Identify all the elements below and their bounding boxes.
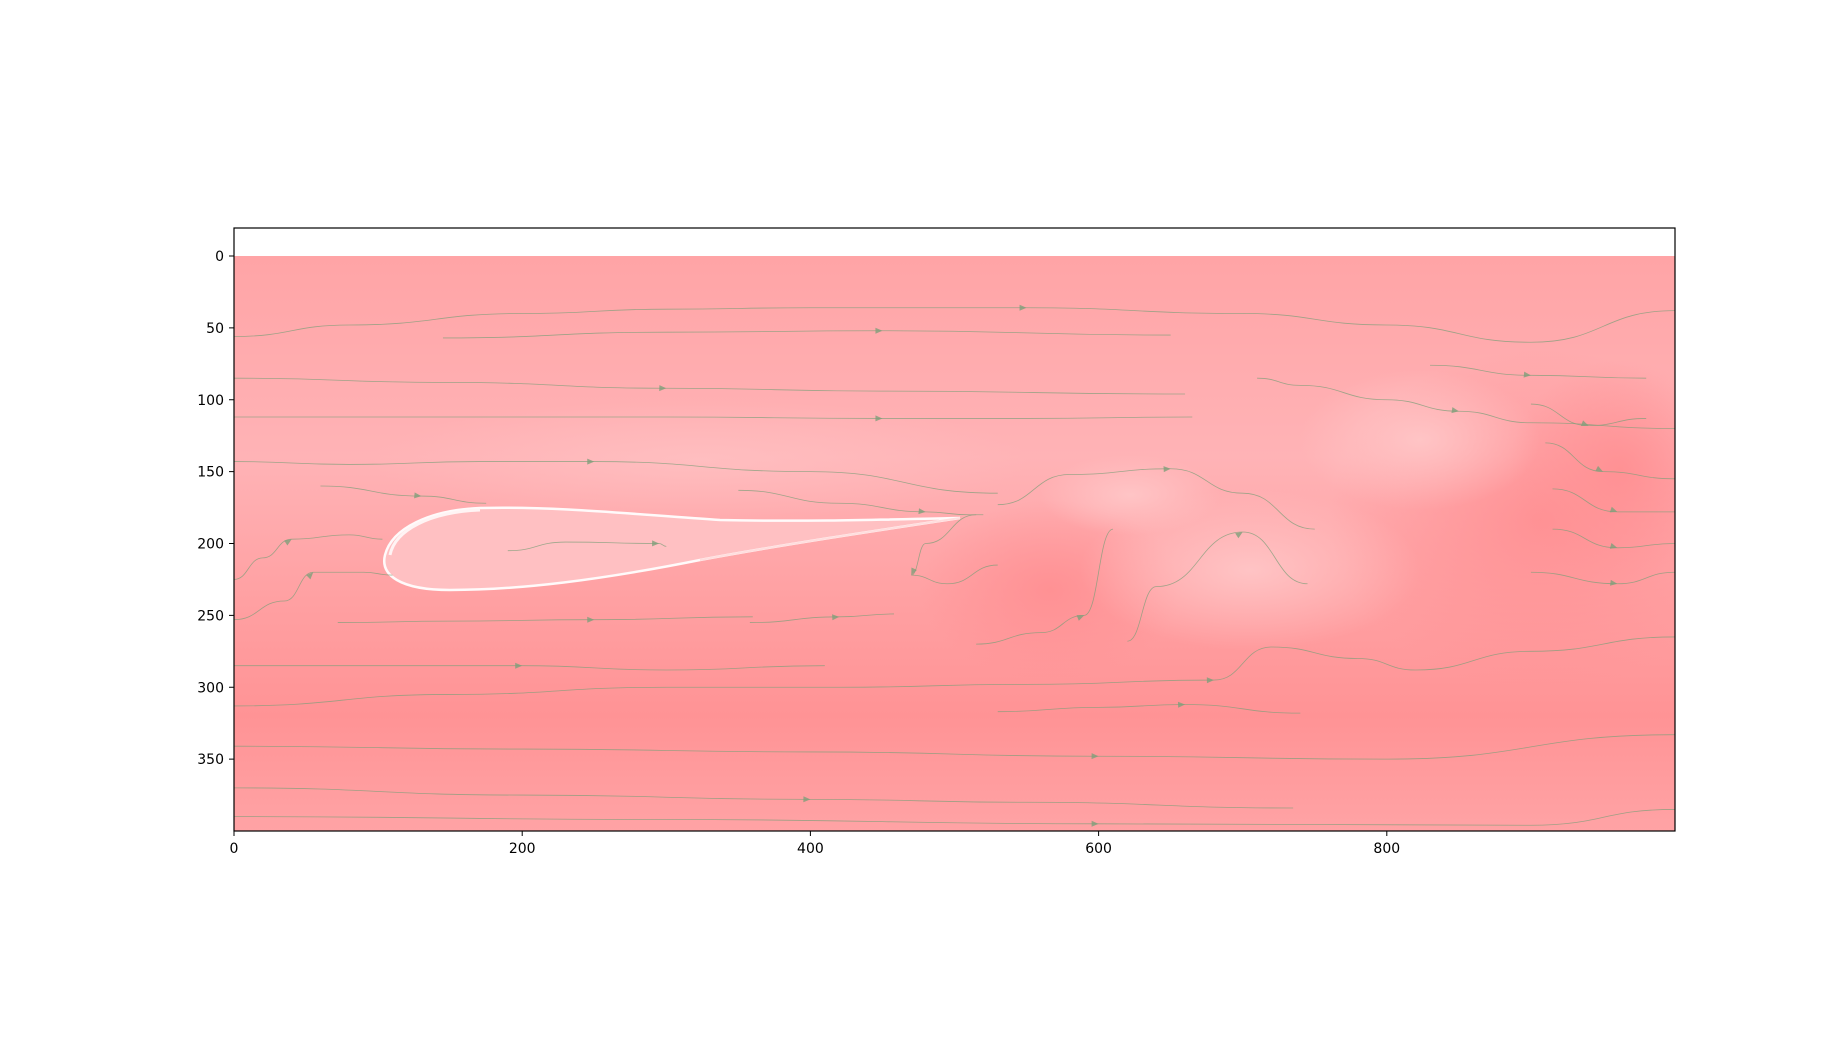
- streamline-22: [234, 734, 1675, 760]
- streamline-2: [234, 377, 1186, 395]
- streamline-arrow-24: [1091, 820, 1099, 827]
- y-tick-label: 100: [197, 393, 224, 409]
- streamline-arrow-21: [1177, 701, 1186, 708]
- streamline-arrow-28: [1235, 532, 1243, 539]
- streamline-arrow-7: [284, 539, 292, 546]
- streamline-arrow-2: [659, 385, 667, 392]
- streamline-20: [234, 636, 1675, 707]
- streamline-arrow-27: [1076, 615, 1085, 621]
- streamline-25: [337, 616, 753, 623]
- streamline-arrow-17: [1609, 542, 1618, 549]
- streamline-arrow-1: [875, 327, 883, 334]
- streamline-arrow-15: [1595, 465, 1603, 472]
- y-tick-label: 200: [197, 537, 224, 553]
- streamline-arrow-12: [1451, 407, 1459, 414]
- streamline-1: [442, 330, 1171, 339]
- y-axis: 0 50 100 150 200 250 300 350: [197, 249, 234, 768]
- streamline-arrow-9: [652, 540, 660, 547]
- streamline-24: [234, 809, 1675, 826]
- streamline-4: [234, 461, 998, 494]
- streamline-28: [1127, 531, 1308, 642]
- streamline-arrow-19: [515, 662, 523, 669]
- streamline-arrow-10: [1163, 466, 1171, 473]
- flow-field-image: [234, 256, 1675, 831]
- streamline-arrow-4: [587, 458, 595, 465]
- streamline-12: [1257, 377, 1675, 429]
- streamlines: [234, 304, 1675, 827]
- y-tick-label: 250: [197, 608, 224, 624]
- streamline-arrow-14: [1580, 420, 1589, 426]
- streamline-arrow-18: [1610, 579, 1618, 586]
- streamline-arrow-13: [1523, 371, 1531, 378]
- streamline-arrow-20: [1206, 677, 1214, 684]
- axes-frame: [233, 227, 1676, 832]
- x-tick-label: 600: [1085, 841, 1112, 857]
- streamline-arrow-8: [306, 572, 314, 580]
- x-tick-label: 200: [509, 841, 536, 857]
- streamline-8: [234, 571, 393, 621]
- streamline-arrow-26: [832, 614, 840, 621]
- streamline-arrow-16: [1609, 506, 1618, 513]
- streamline-9: [507, 541, 667, 552]
- streamline-arrow-6: [918, 508, 926, 515]
- streamline-arrow-5: [414, 492, 422, 499]
- y-tick-label: 50: [206, 321, 224, 337]
- streamline-15: [1545, 442, 1675, 480]
- x-tick-label: 400: [797, 841, 824, 857]
- streamline-arrow-0: [1019, 304, 1027, 311]
- x-tick-label: 800: [1373, 841, 1400, 857]
- streamline-19: [234, 665, 825, 671]
- y-tick-label: 300: [197, 680, 224, 696]
- streamline-arrow-22: [1091, 753, 1099, 760]
- streamline-arrow-25: [587, 616, 595, 623]
- y-tick-label: 150: [197, 465, 224, 481]
- y-tick-label: 350: [197, 752, 224, 768]
- x-axis: 0 200 400 600 800: [230, 831, 1400, 857]
- streamline-23: [234, 787, 1294, 809]
- streamline-0: [234, 307, 1675, 343]
- streamline-3: [234, 416, 1193, 419]
- y-tick-label: 0: [215, 249, 224, 265]
- streamline-21: [997, 704, 1301, 714]
- streamline-13: [1430, 364, 1647, 379]
- streamline-27: [976, 528, 1114, 645]
- streamline-arrow-23: [803, 796, 811, 803]
- streamline-arrow-3: [875, 415, 883, 422]
- x-tick-label: 0: [230, 841, 239, 857]
- streamline-7: [234, 534, 383, 580]
- streamline-arrow-11: [911, 567, 917, 576]
